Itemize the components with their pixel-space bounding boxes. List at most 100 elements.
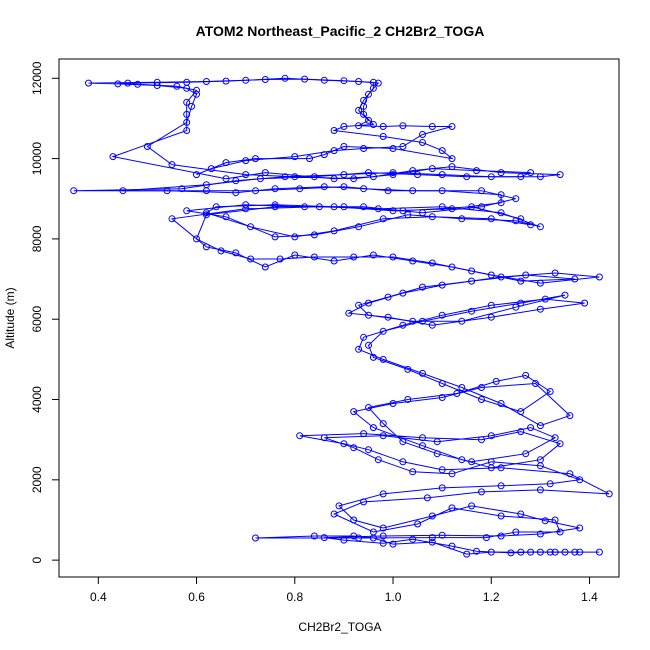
data-point xyxy=(458,384,466,391)
data-point xyxy=(330,510,338,518)
data-point xyxy=(463,173,471,181)
data-point xyxy=(350,175,358,183)
data-point xyxy=(399,289,407,297)
data-point xyxy=(207,165,215,173)
data-point xyxy=(212,203,220,211)
data-point xyxy=(438,187,446,195)
data-point xyxy=(536,530,544,538)
data-point xyxy=(428,123,436,130)
data-point xyxy=(492,377,500,385)
data-point xyxy=(291,233,299,241)
data-point xyxy=(409,167,417,175)
data-point xyxy=(497,169,505,177)
data-point xyxy=(428,165,436,173)
data-point xyxy=(193,90,200,98)
data-point xyxy=(536,486,544,494)
data-point xyxy=(222,77,230,85)
data-point xyxy=(527,169,535,177)
data-point xyxy=(320,534,328,542)
data-point xyxy=(487,215,495,223)
data-point xyxy=(438,380,446,387)
data-point xyxy=(438,203,446,211)
data-point xyxy=(310,173,318,181)
data-point xyxy=(340,203,348,211)
data-point xyxy=(369,528,377,536)
data-point xyxy=(576,524,584,532)
data-point xyxy=(438,171,446,179)
data-point xyxy=(296,185,304,193)
data-point xyxy=(561,548,569,556)
data-point xyxy=(433,450,441,458)
data-point xyxy=(487,313,495,321)
data-point xyxy=(497,191,505,199)
data-point xyxy=(428,512,436,520)
data-point xyxy=(291,173,299,181)
data-point xyxy=(379,420,387,428)
data-point xyxy=(438,311,446,319)
data-point xyxy=(409,317,417,325)
data-point xyxy=(379,432,387,440)
series-line-2 xyxy=(117,78,580,554)
data-point xyxy=(458,215,466,223)
data-point xyxy=(468,267,476,275)
data-point xyxy=(404,365,412,373)
data-point xyxy=(478,203,485,211)
data-point xyxy=(512,195,520,203)
data-point xyxy=(517,277,525,285)
data-point xyxy=(522,450,530,458)
data-point xyxy=(183,98,191,106)
data-point xyxy=(310,532,318,540)
data-point xyxy=(551,269,559,277)
data-point xyxy=(517,299,525,307)
data-point xyxy=(369,121,377,128)
data-point xyxy=(517,510,525,518)
data-point xyxy=(433,438,441,446)
data-point xyxy=(320,183,328,191)
data-point xyxy=(556,528,564,536)
data-point xyxy=(389,169,397,177)
y-tick-label: 12000 xyxy=(30,61,44,95)
data-point xyxy=(448,470,456,478)
data-point xyxy=(379,133,387,140)
y-axis-label: Altitude (m) xyxy=(3,287,17,348)
data-point xyxy=(276,255,284,263)
y-axis: 0 2000 4000 6000 8000 10000 12000 xyxy=(30,61,60,563)
data-point xyxy=(448,263,456,271)
data-point xyxy=(379,539,387,547)
data-point xyxy=(271,203,279,211)
data-point xyxy=(178,185,186,193)
data-point xyxy=(536,173,544,181)
data-point xyxy=(536,422,544,430)
data-point xyxy=(517,408,525,416)
y-tick-label: 10000 xyxy=(30,142,44,176)
data-point xyxy=(389,171,397,179)
data-point xyxy=(340,123,348,130)
data-point xyxy=(365,169,372,177)
data-point xyxy=(379,215,387,223)
data-point xyxy=(497,400,505,407)
x-tick-label: 0.4 xyxy=(90,590,107,604)
data-point xyxy=(369,251,377,259)
data-point xyxy=(242,201,250,209)
data-point xyxy=(301,75,309,83)
data-point xyxy=(478,396,485,403)
data-point xyxy=(546,388,554,395)
data-point xyxy=(365,311,372,319)
data-point xyxy=(340,536,348,544)
data-point xyxy=(497,532,505,540)
data-point xyxy=(183,118,191,126)
data-point xyxy=(409,535,417,543)
data-point xyxy=(124,79,132,87)
data-point xyxy=(70,187,78,195)
data-point xyxy=(404,396,412,403)
data-point xyxy=(350,253,358,261)
data-point xyxy=(143,143,151,150)
data-point xyxy=(340,77,348,85)
data-point xyxy=(374,456,382,464)
data-point xyxy=(468,458,476,466)
data-point xyxy=(468,307,476,315)
data-point xyxy=(271,185,279,193)
data-point xyxy=(360,96,368,104)
data-point xyxy=(448,542,456,550)
data-point xyxy=(369,84,377,92)
